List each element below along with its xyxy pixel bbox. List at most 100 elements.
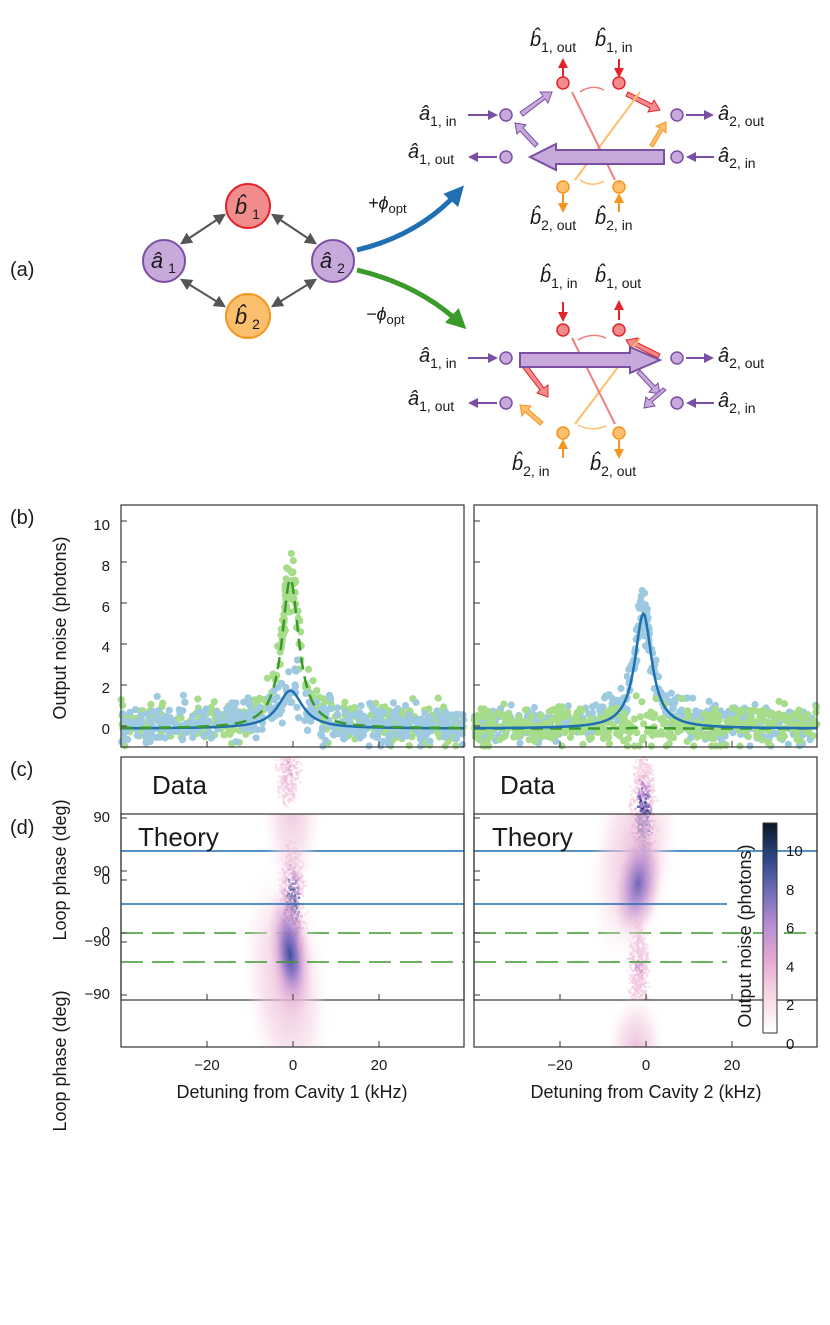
b-left-point xyxy=(309,677,317,685)
c-right-heat-cell xyxy=(639,987,642,991)
top-cross-1 xyxy=(574,91,641,181)
c-right-heat-cell xyxy=(637,793,640,796)
c-right-heat-cell xyxy=(644,969,648,972)
b-left-point xyxy=(141,732,149,740)
c-right-heat-cell xyxy=(630,963,633,966)
b-left-point xyxy=(322,736,330,745)
c-right-heat-cell xyxy=(640,963,643,966)
b-right-point xyxy=(662,742,671,750)
c-right-heat-cell xyxy=(640,759,643,762)
c-right-heat-cell xyxy=(640,809,643,812)
c-right-heat-cell xyxy=(640,781,644,784)
c-left-heat-cell xyxy=(282,781,285,784)
b-left-point xyxy=(224,717,232,725)
b-right-point xyxy=(623,742,632,750)
b-left-point xyxy=(304,726,312,735)
d-yticks: 90 0 −90 xyxy=(85,863,110,1003)
c-right-heat-cell xyxy=(646,775,650,778)
b-left-point xyxy=(436,720,444,728)
b-left-point xyxy=(399,733,407,741)
c-right-heat-cell xyxy=(648,763,651,766)
b-left-point xyxy=(392,731,400,739)
c-right-heat-cell xyxy=(645,957,648,960)
c-right-heat-cell xyxy=(641,973,644,977)
c-right-heat-cell xyxy=(645,953,648,956)
bot-a1-upper-dot xyxy=(499,351,513,365)
top-a1-upper-dot xyxy=(499,108,513,122)
c-right-heat-cell xyxy=(630,809,633,812)
b-left-point xyxy=(159,699,167,707)
c-right-heat-cell xyxy=(635,963,638,966)
c-right-heat-cell xyxy=(635,985,638,989)
b-left-point xyxy=(452,710,460,718)
b-left-point xyxy=(448,727,456,735)
c-right-heat-cell xyxy=(645,781,648,784)
c-left-heat-cell xyxy=(293,791,296,794)
b-yticks: 0 2 4 6 8 10 xyxy=(93,517,110,738)
b-left-point xyxy=(288,698,296,706)
b-left-point xyxy=(428,719,436,728)
c-left-heat-cell xyxy=(289,797,292,800)
c-right-heat-cell xyxy=(630,797,633,800)
b-right-point xyxy=(620,737,628,745)
c-right-heat-cell xyxy=(641,803,644,806)
b-left-point xyxy=(131,706,140,714)
c-right-heat-cell xyxy=(636,783,639,786)
c-right-heat-cell xyxy=(633,789,636,792)
c-right-heat-cell xyxy=(632,959,635,962)
c-right-heat-cell xyxy=(654,799,657,802)
c-right-heat-cell xyxy=(648,793,651,796)
c-right-heat-cell xyxy=(639,761,642,764)
b-right-point xyxy=(572,711,581,719)
b-left-point xyxy=(229,709,237,717)
b-right-point xyxy=(714,711,722,719)
c-left-heat-cell xyxy=(281,761,284,764)
b-left-point xyxy=(120,730,128,738)
c-left-heat-cell xyxy=(293,797,296,800)
b-left-point xyxy=(242,725,250,733)
c-right-heat-cell xyxy=(641,785,644,788)
c-left-heat-cell xyxy=(293,767,296,770)
c-left-heat-cell xyxy=(283,803,287,806)
top-b1out-label: b̂1, out xyxy=(530,28,576,55)
b-left-point xyxy=(204,717,212,726)
c-left-heat-cell xyxy=(284,787,288,790)
c-right-heat-cell xyxy=(638,963,641,966)
c-ytick-90: 90 xyxy=(93,809,110,826)
b-right-point xyxy=(631,742,639,750)
c-right-heat-cell xyxy=(630,811,633,815)
b-right-point xyxy=(788,712,796,720)
c-right-heat-cell xyxy=(643,799,646,802)
c-right-heat-cell xyxy=(635,959,638,962)
b-right-point xyxy=(531,737,539,746)
c-right-heat-cell xyxy=(637,781,640,784)
c-right-heat-cell xyxy=(633,791,636,794)
b-left-point xyxy=(282,683,290,692)
c-right-heat-cell xyxy=(628,803,632,806)
c-right-heat-cell xyxy=(643,951,646,954)
c-right-heat-cell xyxy=(651,789,655,792)
node-b2 xyxy=(225,293,271,339)
c-right-heat-cell xyxy=(632,765,636,768)
b-right-point xyxy=(558,742,566,750)
c-right-heat-cell xyxy=(649,787,652,790)
c-left-heat-cell xyxy=(296,777,300,780)
c-right-heat-cell xyxy=(636,985,639,989)
c-right-heat-cell xyxy=(632,809,636,812)
c-right-heat-cell xyxy=(639,979,642,983)
c-right-heat-cell xyxy=(648,811,651,815)
c-left-heat-cell xyxy=(282,757,285,760)
b-left-point xyxy=(278,719,286,727)
c-left-heat-cell xyxy=(298,771,301,774)
b-right-point xyxy=(686,728,694,736)
c-left-heat-cell xyxy=(291,779,294,782)
b-left-point xyxy=(120,717,128,725)
c-right-heat-cell xyxy=(639,953,642,956)
b-left-point xyxy=(441,742,449,750)
b-left-point xyxy=(179,691,187,699)
b-ytick-2: 2 xyxy=(102,680,110,697)
c-right-heat-cell xyxy=(631,789,634,792)
c-right-heat-cell xyxy=(643,953,646,956)
c-right-heat-cell xyxy=(629,807,632,810)
c-left-heat-cell xyxy=(282,775,285,778)
